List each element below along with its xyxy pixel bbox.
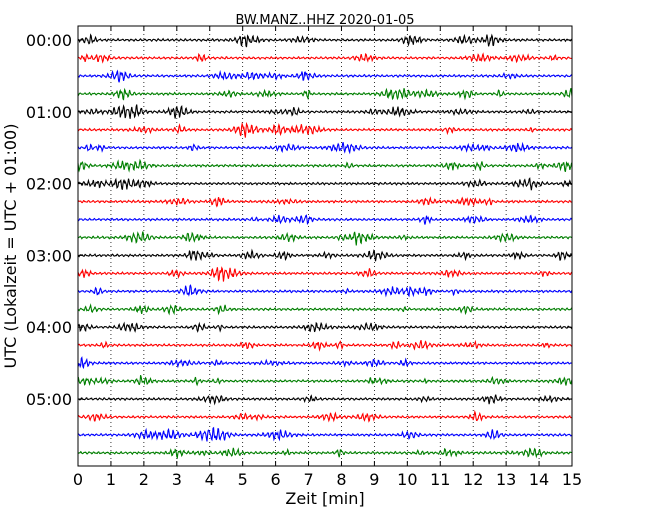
trace-line bbox=[77, 248, 573, 262]
trace-line bbox=[77, 409, 573, 423]
trace-line bbox=[77, 177, 573, 191]
x-tick-label: 13 bbox=[496, 470, 516, 489]
plot-frame bbox=[77, 25, 573, 467]
y-tick-label: 02:00 bbox=[26, 175, 72, 194]
x-axis-label: Zeit [min] bbox=[285, 489, 364, 508]
trace-line bbox=[77, 52, 573, 64]
trace-line bbox=[77, 447, 573, 460]
y-tick-label: 01:00 bbox=[26, 103, 72, 122]
trace-line bbox=[77, 69, 573, 83]
x-tick-label: 5 bbox=[238, 470, 248, 489]
y-axis-ticks: 00:00 01:00 02:00 03:00 04:00 05:00 bbox=[26, 31, 572, 409]
chart-title: BW.MANZ..HHZ 2020-01-05 bbox=[235, 13, 414, 28]
trace-line bbox=[77, 196, 573, 208]
grid-lines bbox=[110, 26, 540, 466]
x-tick-label: 15 bbox=[562, 470, 582, 489]
x-tick-label: 10 bbox=[397, 470, 417, 489]
y-tick-label: 03:00 bbox=[26, 246, 72, 265]
trace-line bbox=[77, 321, 573, 333]
x-tick-label: 4 bbox=[205, 470, 215, 489]
x-axis-ticks: 0 1 2 3 4 5 6 7 8 9 10 11 12 13 14 15 bbox=[73, 26, 582, 489]
x-tick-label: 8 bbox=[336, 470, 346, 489]
x-tick-label: 9 bbox=[369, 470, 379, 489]
trace-line bbox=[77, 426, 573, 442]
trace-line bbox=[77, 214, 573, 226]
trace-line bbox=[77, 87, 573, 101]
trace-line bbox=[77, 158, 573, 173]
trace-line bbox=[77, 374, 573, 387]
x-tick-label: 2 bbox=[139, 470, 149, 489]
trace-line bbox=[77, 104, 573, 119]
x-tick-label: 11 bbox=[430, 470, 450, 489]
x-tick-label: 12 bbox=[463, 470, 483, 489]
trace-line bbox=[77, 339, 573, 352]
x-tick-label: 3 bbox=[172, 470, 182, 489]
x-tick-label: 7 bbox=[303, 470, 313, 489]
x-tick-label: 6 bbox=[271, 470, 281, 489]
trace-line bbox=[77, 394, 573, 406]
x-tick-label: 1 bbox=[106, 470, 116, 489]
trace-line bbox=[77, 231, 573, 246]
y-axis-label: UTC (Lokalzeit = UTC + 01:00) bbox=[1, 124, 20, 369]
y-tick-label: 05:00 bbox=[26, 390, 72, 409]
trace-line bbox=[77, 121, 573, 138]
trace-line bbox=[77, 266, 573, 282]
trace-line bbox=[77, 356, 573, 370]
trace-line bbox=[77, 284, 573, 298]
trace-line bbox=[77, 303, 573, 316]
y-tick-label: 00:00 bbox=[26, 31, 72, 50]
trace-line bbox=[77, 33, 573, 48]
y-tick-label: 04:00 bbox=[26, 318, 72, 337]
seismogram-traces bbox=[77, 33, 573, 460]
x-tick-label: 0 bbox=[73, 470, 83, 489]
trace-line bbox=[77, 141, 573, 155]
x-tick-label: 14 bbox=[529, 470, 549, 489]
